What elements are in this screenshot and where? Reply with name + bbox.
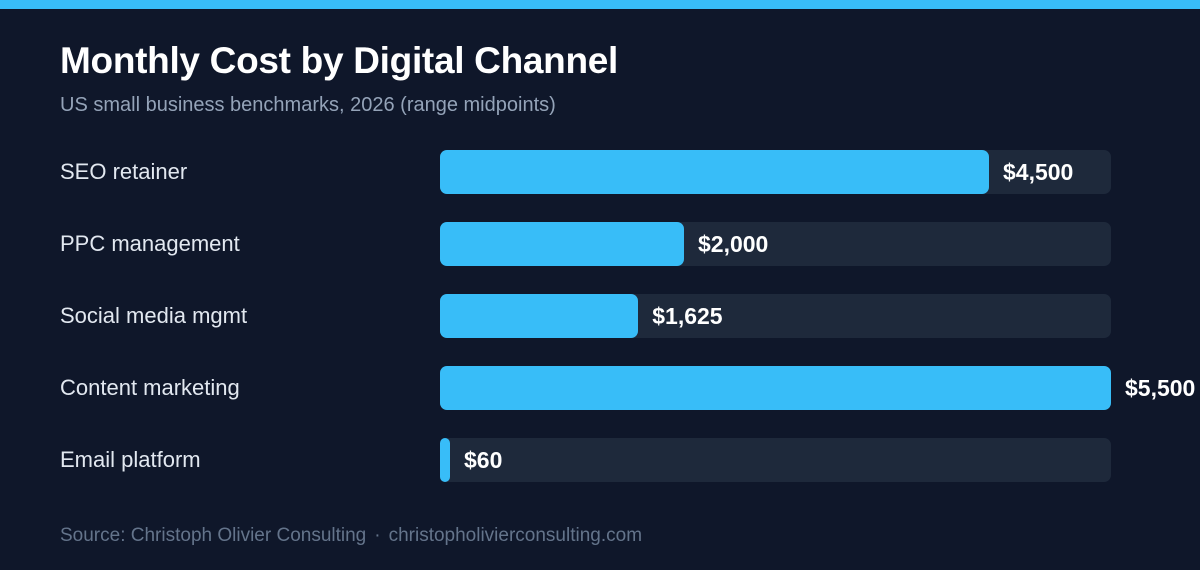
category-label-social-media-mgmt: Social media mgmt xyxy=(60,303,248,328)
top-accent-bar xyxy=(0,0,1200,9)
footer: Source: Christoph Olivier Consulting · chr… xyxy=(60,525,642,547)
bar-track-email-platform xyxy=(440,438,1111,482)
bar-email-platform xyxy=(440,438,450,482)
bar-content-marketing xyxy=(440,366,1111,410)
footer-source: Source: Christoph Olivier Consulting xyxy=(60,525,367,546)
chart-subtitle: US small business benchmarks, 2026 (rang… xyxy=(60,94,556,116)
footer-website: christopholivierconsulting.com xyxy=(388,525,643,546)
footer-separator: · xyxy=(374,525,381,546)
category-label-content-marketing: Content marketing xyxy=(60,375,240,400)
value-label-ppc-management: $2,000 xyxy=(698,231,769,257)
category-label-email-platform: Email platform xyxy=(60,447,201,472)
category-label-ppc-management: PPC management xyxy=(60,231,240,256)
value-label-social-media-mgmt: $1,625 xyxy=(652,303,723,329)
bar-social-media-mgmt xyxy=(440,294,639,338)
value-label-seo-retainer: $4,500 xyxy=(1003,159,1074,185)
bar-ppc-management xyxy=(440,222,684,266)
chart-title: Monthly Cost by Digital Channel xyxy=(60,40,619,81)
bar-seo-retainer xyxy=(440,150,989,194)
value-label-content-marketing: $5,500 xyxy=(1125,375,1196,401)
value-label-email-platform: $60 xyxy=(464,447,503,473)
category-label-seo-retainer: SEO retainer xyxy=(60,159,188,184)
